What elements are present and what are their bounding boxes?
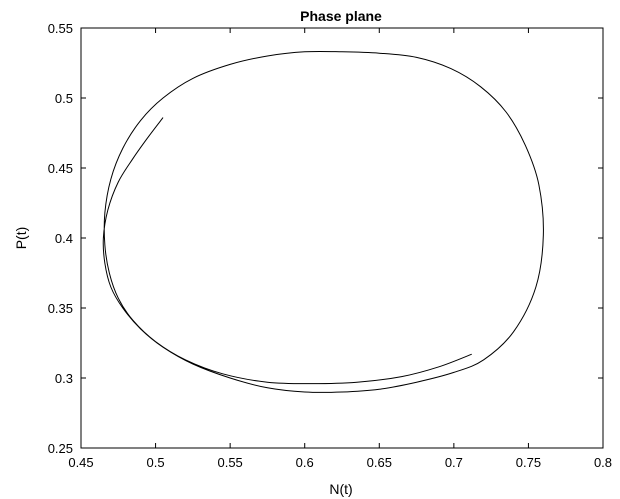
x-axis-label: N(t): [329, 481, 352, 497]
y-tick-label: 0.3: [55, 371, 73, 386]
chart-title: Phase plane: [300, 8, 382, 24]
x-tick-label: 0.55: [217, 455, 242, 470]
plot-area-frame: [80, 27, 604, 449]
x-tick-label: 0.7: [445, 455, 463, 470]
x-tick-label: 0.45: [68, 455, 93, 470]
x-tick-label: 0.5: [147, 455, 165, 470]
axis-ticks: 0.45 0.5 0.55 0.6 0.65 0.7 0.75 0.8 0.25 0.3 0.35 0…: [48, 21, 612, 470]
series-layer: [102, 50, 544, 393]
y-tick-label: 0.45: [48, 161, 73, 176]
y-tick-label: 0.55: [48, 21, 73, 36]
y-tick-label: 0.35: [48, 301, 73, 316]
phase-trajectory-line: [102, 50, 544, 393]
y-tick-label: 0.4: [55, 231, 73, 246]
x-tick-label: 0.6: [296, 455, 314, 470]
y-tick-label: 0.5: [55, 91, 73, 106]
x-tick-label: 0.65: [367, 455, 392, 470]
y-tick-label: 0.25: [48, 441, 73, 456]
x-tick-label: 0.75: [516, 455, 541, 470]
x-tick-label: 0.8: [594, 455, 612, 470]
y-axis-label: P(t): [13, 227, 29, 250]
